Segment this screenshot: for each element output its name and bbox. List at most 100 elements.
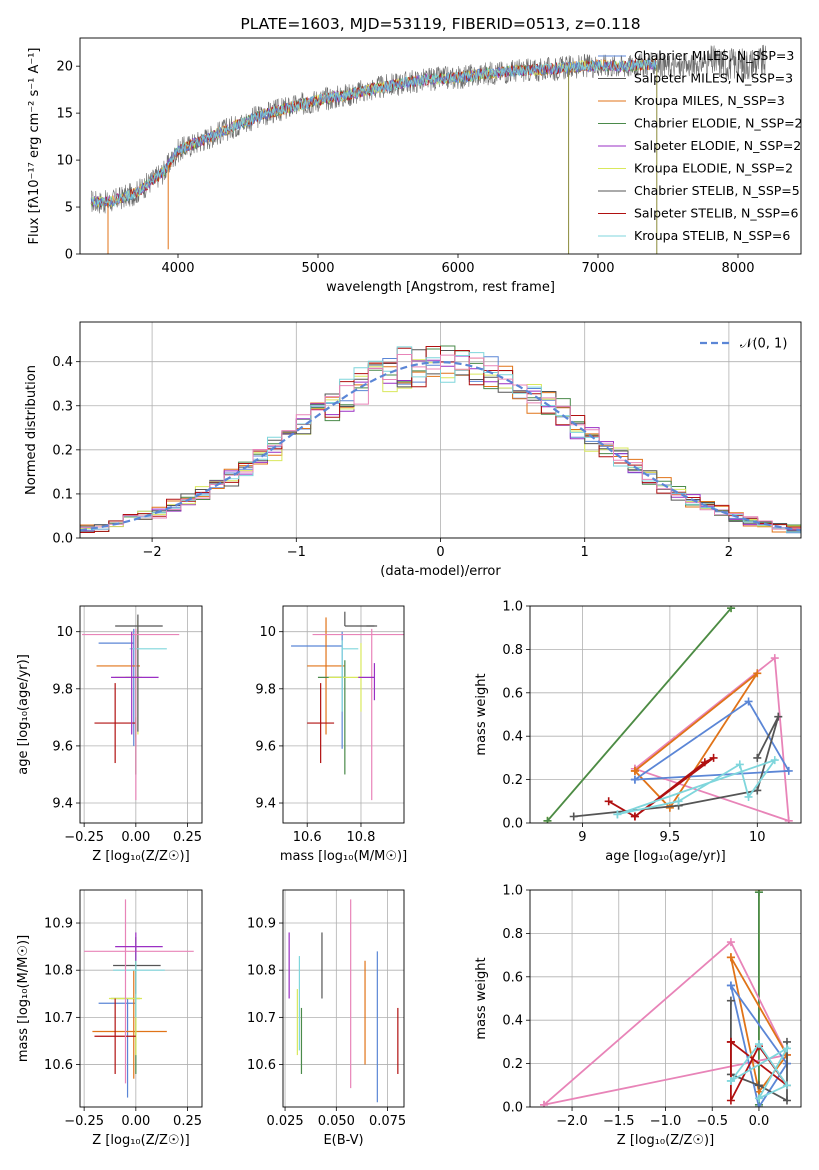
weight-marker: [782, 1081, 791, 1090]
spectrum-model-line: [90, 58, 657, 208]
y-tick-label: 0.4: [502, 730, 523, 745]
x-tick-label: 2: [725, 545, 733, 560]
x-tick-label: 0: [436, 545, 444, 560]
y-tick-label: 9.8: [52, 682, 73, 697]
y-tick-label: 0.6: [502, 970, 523, 985]
x-tick-label: 4000: [161, 261, 194, 276]
x-tick-label: 0.025: [266, 1114, 303, 1129]
axes-frame: [282, 605, 405, 824]
weight-marker: [726, 996, 735, 1005]
weight-line: [634, 656, 790, 823]
y-tick-label: 9.8: [255, 682, 276, 697]
weight-marker: [665, 803, 674, 812]
weight-marker: [753, 786, 762, 795]
weight-marker: [543, 816, 552, 823]
weight-marker: [754, 1094, 763, 1103]
weight-marker: [630, 766, 639, 775]
x-tick-label: −2: [143, 545, 162, 560]
weight-line: [546, 607, 732, 822]
y-tick-label: 0.3: [52, 399, 73, 414]
weight-line: [617, 758, 778, 816]
x-axis-label: Z [log₁₀(Z/Z☉)]: [617, 1133, 714, 1148]
weight-marker: [774, 712, 783, 721]
y-tick-label: 9.6: [255, 739, 276, 754]
plot-area-spectrum: [90, 44, 766, 254]
legend-label: 𝒩(0, 1): [740, 337, 787, 352]
weight-marker: [770, 756, 779, 765]
axes-frame: [529, 889, 802, 1108]
histogram-series: [80, 354, 801, 530]
x-axis-label: Z [log₁₀(Z/Z☉)]: [92, 849, 189, 864]
spectrum-model-line: [90, 60, 657, 207]
y-axis-label: mass weight: [474, 957, 489, 1039]
plot-area-age-vs-mass: [283, 606, 404, 823]
y-tick-label: 0.2: [502, 773, 523, 788]
plot-area-mass-vs-z: [80, 890, 202, 1107]
weight-marker: [630, 812, 639, 821]
legend-label: Kroupa ELODIE, N_SSP=2: [634, 161, 793, 176]
x-tick-label: −0.25: [64, 1114, 104, 1129]
y-tick-label: 0: [65, 248, 73, 263]
weight-marker: [569, 812, 578, 821]
weight-line: [730, 984, 789, 1107]
y-tick-label: 0.0: [502, 817, 523, 832]
y-tick-label: 20: [56, 60, 73, 75]
weight-marker: [754, 890, 763, 897]
axes-frame: [79, 605, 203, 824]
legend-label: Chabrier ELODIE, N_SSP=2: [634, 116, 803, 131]
x-tick-label: 10: [749, 830, 766, 845]
weight-marker: [726, 1096, 735, 1105]
legend-label: Salpeter STELIB, N_SSP=6: [634, 206, 799, 221]
weight-marker: [754, 1103, 763, 1107]
panel-age-vs-mass: 10.6 10.8 9.4 9.6 9.8 10 mass [log₁₀(M/M☉)]: [255, 605, 407, 864]
panel-residuals: −2 −1 0 1 2 0.0 0.1 0.2 0.3 0.4 (data-model)/error…: [24, 321, 802, 579]
plot-area-weight-vs-age: [530, 606, 801, 823]
x-tick-label: −2.0: [556, 1114, 588, 1129]
y-tick-label: 9.6: [52, 739, 73, 754]
y-axis-label: mass [log₁₀(M/M☉)]: [16, 935, 31, 1062]
x-tick-label: −0.25: [64, 830, 104, 845]
y-tick-label: 1.0: [502, 600, 523, 615]
weight-line: [543, 940, 789, 1106]
x-tick-label: 9: [578, 830, 586, 845]
panel-weight-vs-age: 9 9.5 10 0.0 0.2 0.4 0.6 0.8 1.0 age [log₁₀(age/y…: [474, 600, 802, 864]
x-axis-label: Z [log₁₀(Z/Z☉)]: [92, 1133, 189, 1148]
weight-marker: [604, 797, 613, 806]
y-tick-label: 10.9: [44, 917, 73, 932]
axes-frame: [79, 889, 203, 1108]
y-axis-label: mass weight: [474, 673, 489, 755]
weight-marker: [784, 816, 793, 823]
x-tick-label: 0.25: [173, 830, 202, 845]
y-tick-label: 0.6: [502, 686, 523, 701]
plot-area-weight-vs-z: [530, 890, 801, 1107]
plot-area-age-vs-z: [80, 606, 202, 823]
spectrum-model-line: [90, 58, 657, 208]
weight-marker: [754, 1081, 763, 1090]
x-axis-label: (data-model)/error: [380, 564, 501, 579]
panel-age-vs-z: −0.25 0.00 0.25 9.4 9.6 9.8 10 Z [log₁₀(Z/Z☉)] a…: [16, 605, 203, 864]
panel-mass-vs-z: −0.25 0.00 0.25 10.6 10.7 10.8 10.9 Z [log₁₀(Z/…: [16, 889, 203, 1148]
y-tick-label: 9.4: [255, 797, 276, 812]
weight-marker: [700, 758, 709, 767]
y-tick-label: 10.8: [44, 964, 73, 979]
weight-marker: [735, 760, 744, 769]
y-tick-label: 10: [56, 625, 73, 640]
x-tick-label: 0.00: [121, 830, 150, 845]
y-tick-label: 10.8: [247, 964, 276, 979]
x-tick-label: 0.25: [173, 1114, 202, 1129]
weight-marker: [726, 981, 735, 990]
spectrum-model-line: [90, 59, 657, 208]
x-tick-label: 8000: [721, 261, 754, 276]
y-tick-label: 0.2: [52, 443, 73, 458]
weight-marker: [726, 953, 735, 962]
x-tick-label: 5000: [301, 261, 334, 276]
weight-marker: [784, 766, 793, 775]
x-tick-label: −1: [287, 545, 306, 560]
normal-curve: [80, 360, 801, 532]
axes-frame: [79, 37, 802, 255]
legend-label: Chabrier STELIB, N_SSP=5: [634, 183, 800, 198]
x-axis-label: age [log₁₀(age/yr)]: [605, 849, 726, 864]
weight-marker: [782, 1096, 791, 1105]
axes-frame: [282, 889, 405, 1108]
